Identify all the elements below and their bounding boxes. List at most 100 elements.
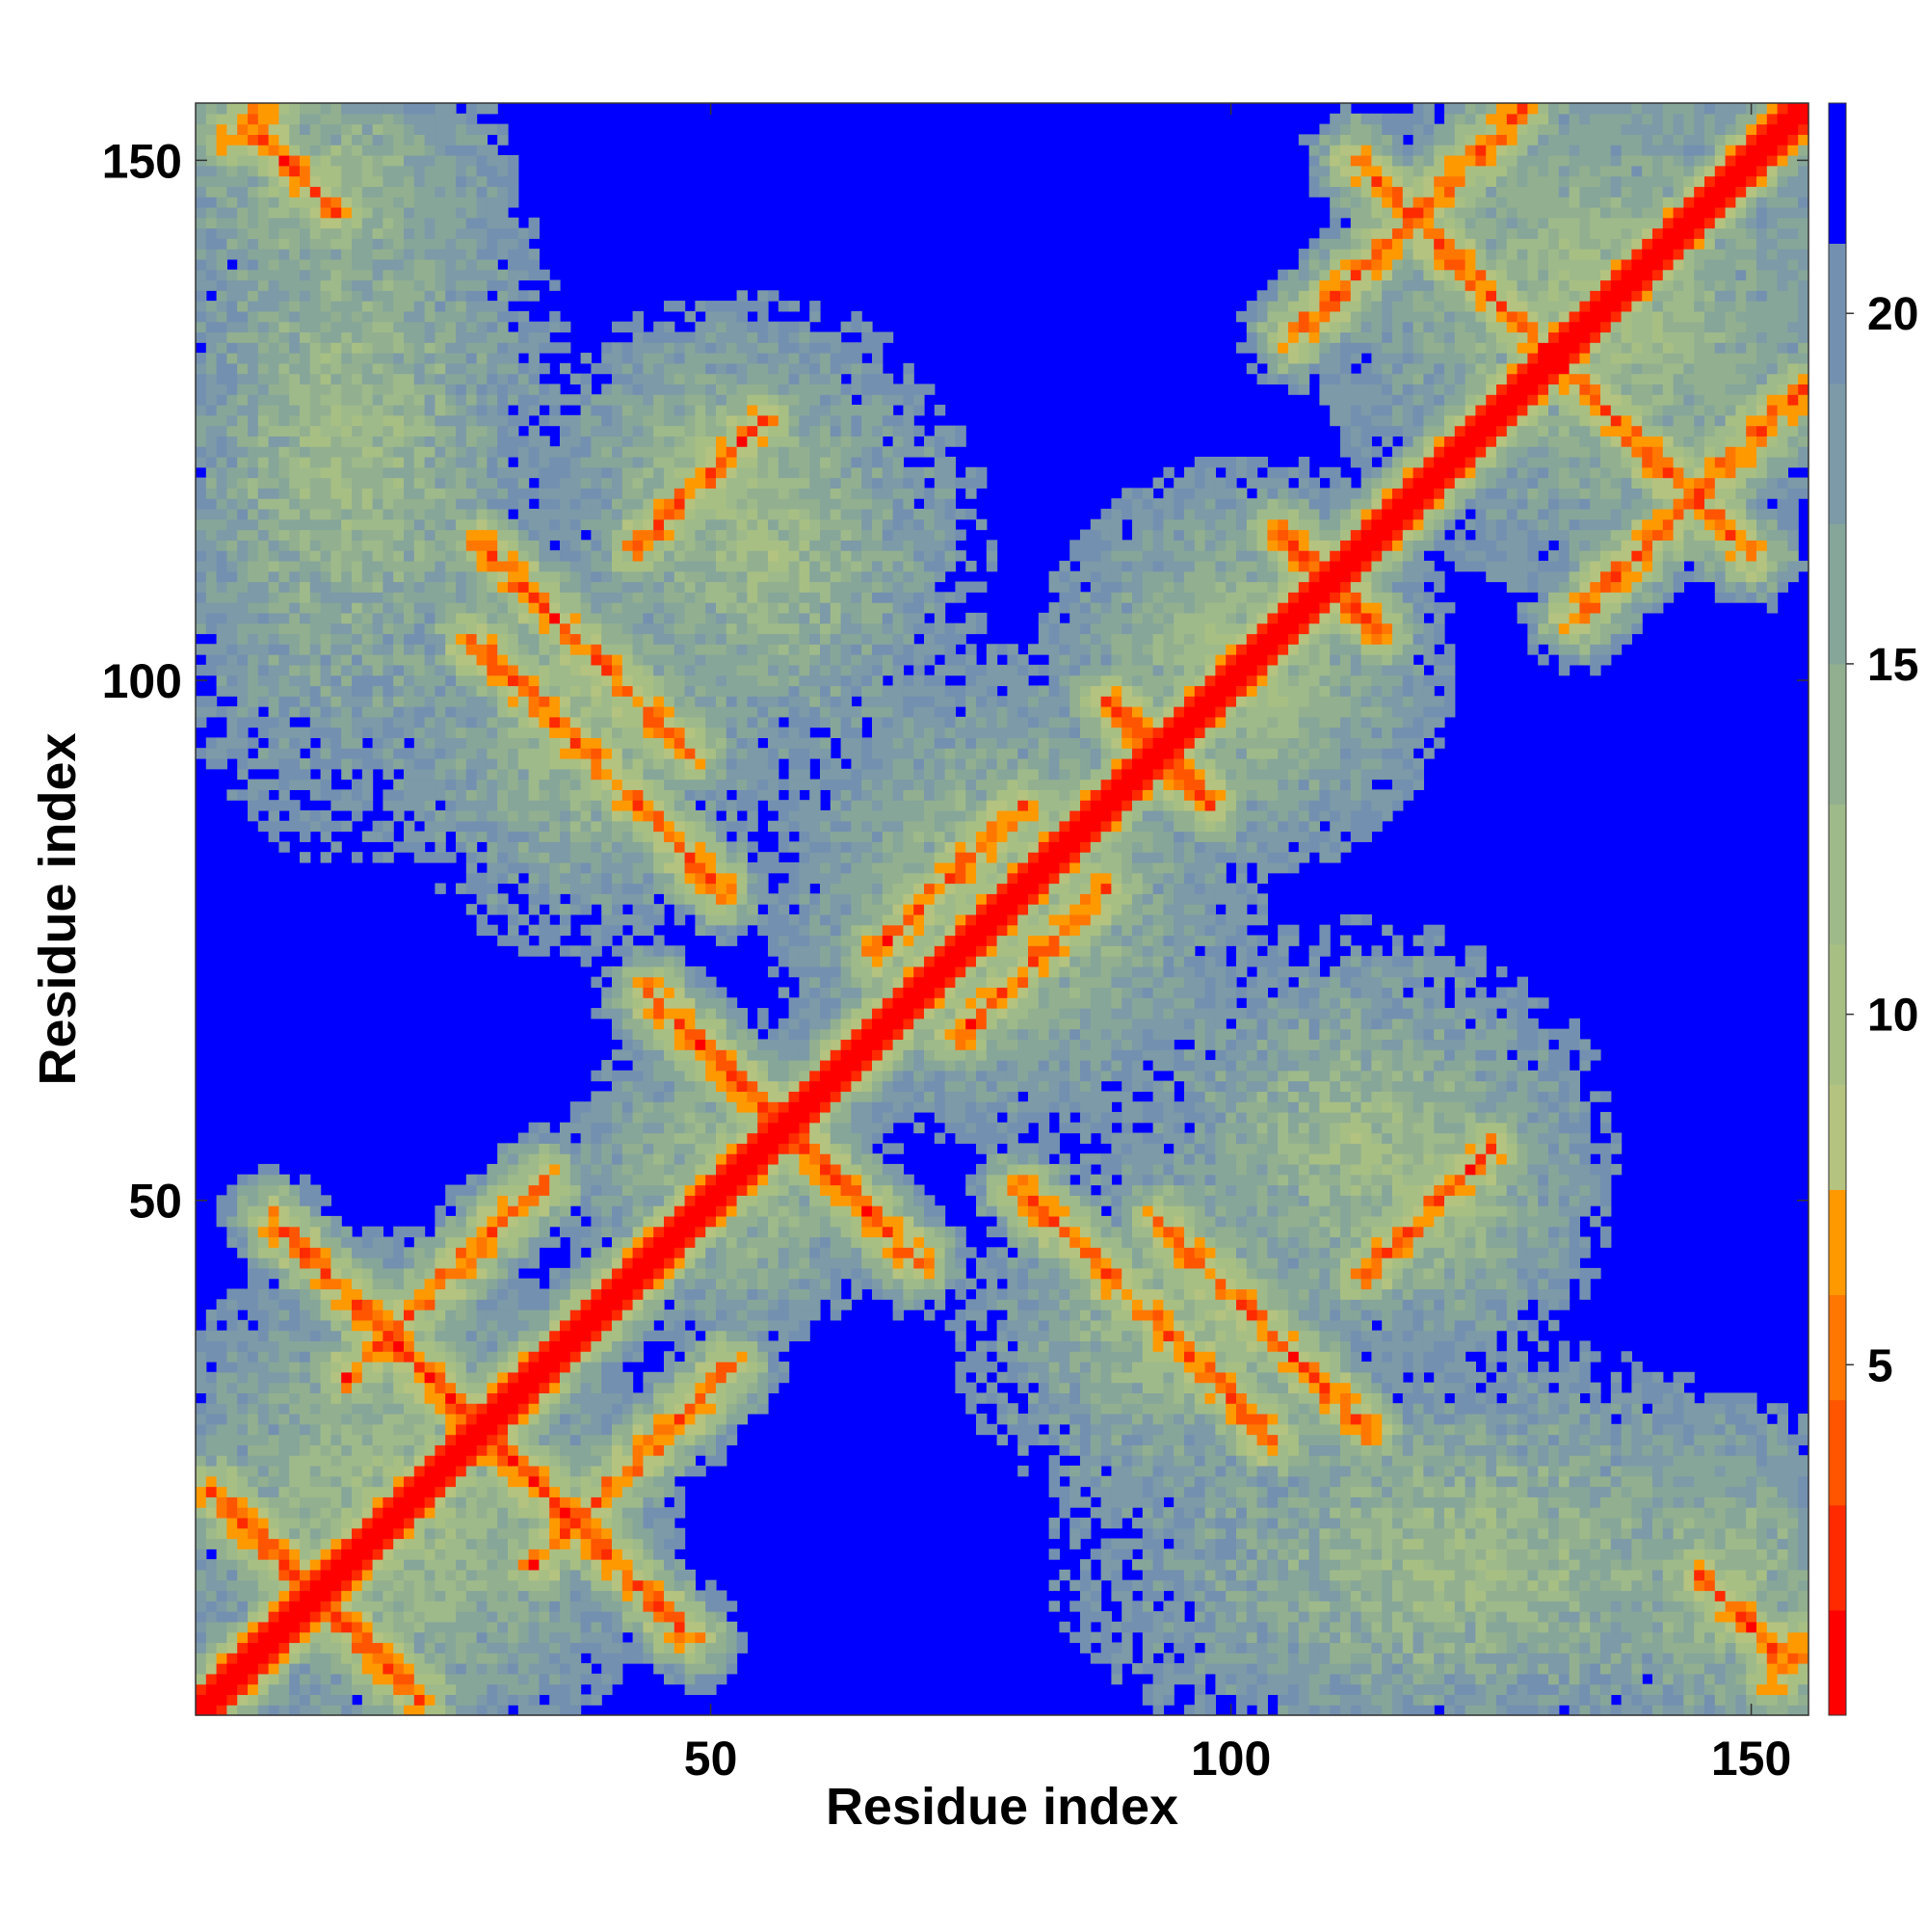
heatmap-cell <box>362 114 373 124</box>
heatmap-cell <box>601 675 612 686</box>
heatmap-cell <box>330 1268 341 1279</box>
heatmap-cell <box>477 290 488 301</box>
heatmap-cell <box>196 363 206 374</box>
heatmap-cell <box>373 561 383 571</box>
heatmap-cell <box>341 374 352 384</box>
heatmap-cell <box>529 832 540 842</box>
heatmap-cell <box>248 457 258 467</box>
heatmap-cell <box>217 353 227 363</box>
heatmap-cell <box>435 571 445 582</box>
heatmap-cell <box>383 1279 393 1289</box>
heatmap-cell <box>456 134 466 145</box>
heatmap-cell <box>393 1507 404 1518</box>
heatmap-cell <box>591 1112 601 1123</box>
heatmap-cell <box>278 207 289 218</box>
heatmap-cell <box>341 717 352 728</box>
heatmap-cell <box>612 1466 622 1476</box>
heatmap-cell <box>226 789 237 800</box>
heatmap-cell <box>456 1216 466 1227</box>
heatmap-cell <box>601 1227 612 1237</box>
heatmap-cell <box>591 1101 601 1112</box>
heatmap-cell <box>435 582 445 593</box>
heatmap-cell <box>591 1487 601 1497</box>
heatmap-cell <box>518 571 529 582</box>
heatmap-cell <box>622 977 633 988</box>
heatmap-cell <box>278 582 289 593</box>
heatmap-cell <box>404 1611 414 1622</box>
heatmap-cell <box>508 1164 518 1175</box>
heatmap-cell <box>352 1622 362 1632</box>
heatmap-cell <box>321 654 331 665</box>
heatmap-cell <box>456 1205 466 1216</box>
heatmap-cell <box>373 509 383 519</box>
heatmap-cell <box>226 1288 237 1299</box>
heatmap-cell <box>425 374 436 384</box>
heatmap-cell <box>508 1518 518 1528</box>
heatmap-cell <box>612 945 622 956</box>
heatmap-cell <box>393 1539 404 1549</box>
heatmap-cell <box>466 904 477 914</box>
heatmap-cell <box>560 1331 570 1341</box>
heatmap-cell <box>248 737 258 748</box>
heatmap-cell <box>477 363 488 374</box>
heatmap-cell <box>300 176 310 187</box>
heatmap-cell <box>393 1622 404 1632</box>
heatmap-cell <box>310 166 321 176</box>
heatmap-cell <box>362 1257 373 1268</box>
heatmap-cell <box>487 1424 497 1435</box>
heatmap-cell <box>445 1257 456 1268</box>
heatmap-cell <box>549 696 560 706</box>
heatmap-cell <box>539 737 549 748</box>
heatmap-cell <box>373 1320 383 1331</box>
heatmap-cell <box>466 1362 477 1372</box>
heatmap-cell <box>414 1694 425 1705</box>
heatmap-cell <box>362 311 373 322</box>
heatmap-cell <box>341 1622 352 1632</box>
heatmap-cell <box>622 1392 633 1403</box>
heatmap-cell <box>497 1632 508 1643</box>
heatmap-cell <box>269 1351 279 1362</box>
heatmap-cell <box>258 1340 269 1351</box>
heatmap-cell <box>581 1268 592 1279</box>
heatmap-cell <box>497 758 508 769</box>
heatmap-cell <box>341 1299 352 1310</box>
heatmap-cell <box>383 301 393 311</box>
heatmap-cell <box>425 249 436 259</box>
heatmap-cell <box>539 1414 549 1424</box>
heatmap-cell <box>581 1528 592 1539</box>
heatmap-cell <box>362 1705 373 1715</box>
heatmap-cell <box>466 1663 477 1674</box>
heatmap-cell <box>601 342 612 353</box>
heatmap-cell <box>258 1392 269 1403</box>
heatmap-cell <box>529 426 540 437</box>
heatmap-cell <box>373 1435 383 1445</box>
heatmap-cell <box>196 498 206 509</box>
heatmap-cell <box>466 249 477 259</box>
heatmap-cell <box>529 1507 540 1518</box>
heatmap-cell <box>425 1653 436 1663</box>
heatmap-cell <box>269 415 279 426</box>
heatmap-cell <box>404 1340 414 1351</box>
heatmap-cell <box>269 363 279 374</box>
heatmap-cell <box>529 1590 540 1601</box>
heatmap-cell <box>414 1414 425 1424</box>
heatmap-cell <box>217 561 227 571</box>
heatmap-cell <box>258 197 269 207</box>
heatmap-cell <box>269 1674 279 1684</box>
heatmap-cell <box>622 800 633 810</box>
heatmap-cell <box>601 1320 612 1331</box>
heatmap-cell <box>601 758 612 769</box>
heatmap-cell <box>383 488 393 498</box>
heatmap-cell <box>383 145 393 155</box>
heatmap-cell <box>278 478 289 489</box>
heatmap-cell <box>518 1351 529 1362</box>
heatmap-cell <box>633 509 644 519</box>
heatmap-cell <box>237 249 248 259</box>
heatmap-cell <box>310 1622 321 1632</box>
heatmap-cell <box>321 114 331 124</box>
heatmap-cell <box>539 1227 549 1237</box>
heatmap-cell <box>487 1559 497 1570</box>
heatmap-cell <box>373 238 383 249</box>
heatmap-cell <box>529 1705 540 1715</box>
heatmap-cell <box>278 1466 289 1476</box>
